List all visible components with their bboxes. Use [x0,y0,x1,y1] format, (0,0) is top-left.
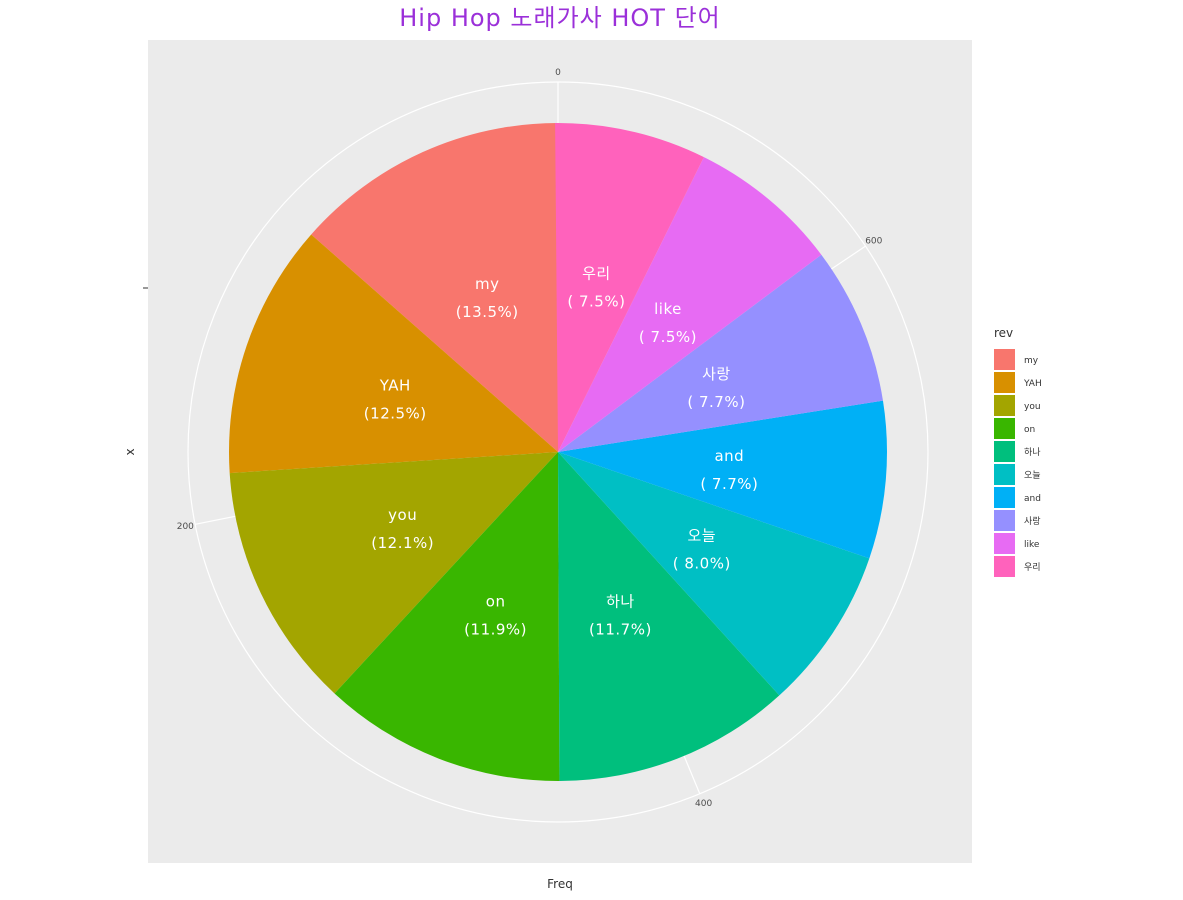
pie-slice [555,123,704,452]
legend-swatch [994,395,1015,416]
slice-name-label: YAH [379,376,411,394]
legend-swatch [994,349,1015,370]
slice-percent-label: ( 8.0%) [673,554,731,572]
legend-label: 우리 [1024,562,1041,573]
slice-percent-label: ( 7.5%) [639,328,697,346]
slice-name-label: on [486,592,506,610]
legend-label: and [1024,494,1041,504]
radial-ticks: 0 200 400 600 [177,68,883,809]
slice-percent-label: ( 7.5%) [567,292,625,310]
legend-swatch [994,464,1015,485]
legend-swatch [994,418,1015,439]
slice-percent-label: (11.7%) [589,620,652,638]
legend-swatch [994,533,1015,554]
legend-label: on [1024,425,1035,435]
slice-name-label: 하나 [606,592,635,610]
legend-label: YAH [1023,379,1042,389]
pie-slice [311,123,558,452]
slice-name-label: like [654,300,682,318]
legend-title: rev [994,326,1013,340]
legend-label: my [1024,356,1039,366]
pie-slice [558,452,870,696]
slice-percent-label: (12.5%) [364,404,427,422]
legend-swatch [994,556,1015,577]
pie-slice [229,234,558,474]
slice-name-label: 우리 [582,264,611,282]
pie-slice [334,452,560,781]
radial-tick-label: 600 [865,237,882,247]
slice-name-label: 사랑 [702,365,731,383]
legend-label: like [1024,540,1040,550]
legend-swatch [994,487,1015,508]
radial-tick-label: 0 [555,68,561,78]
pie-slices [229,123,887,781]
slice-percent-label: (13.5%) [456,303,519,321]
slice-name-label: and [714,447,744,465]
pie-slice [558,400,887,559]
legend-swatch [994,510,1015,531]
slice-labels: my (13.5%) YAH (12.5%) you (12.1%) on (11.9%) 하나… [364,264,758,638]
chart-title: Hip Hop 노래가사 HOT 단어 [399,4,721,32]
legend-label: 오늘 [1024,470,1041,481]
pie-slice [229,452,558,694]
pie-slice [558,452,780,781]
slice-percent-label: (12.1%) [371,534,434,552]
radial-tick-label: 400 [695,799,712,809]
slice-percent-label: (11.9%) [464,620,527,638]
slice-name-label: you [388,506,417,524]
legend-swatch [994,441,1015,462]
legend-label: 하나 [1024,447,1041,458]
slice-name-label: 오늘 [687,526,716,544]
legend-label: 사랑 [1024,515,1041,527]
slice-name-label: my [475,275,500,293]
slice-percent-label: ( 7.7%) [700,475,758,493]
legend-swatch [994,372,1015,393]
pie-slice [558,157,822,452]
slice-percent-label: ( 7.7%) [687,393,745,411]
radial-tick-label: 200 [177,522,194,532]
pie-slice [558,254,883,452]
y-axis-title: x [123,448,137,455]
legend-label: you [1024,402,1041,412]
x-axis-title: Freq [547,877,573,891]
